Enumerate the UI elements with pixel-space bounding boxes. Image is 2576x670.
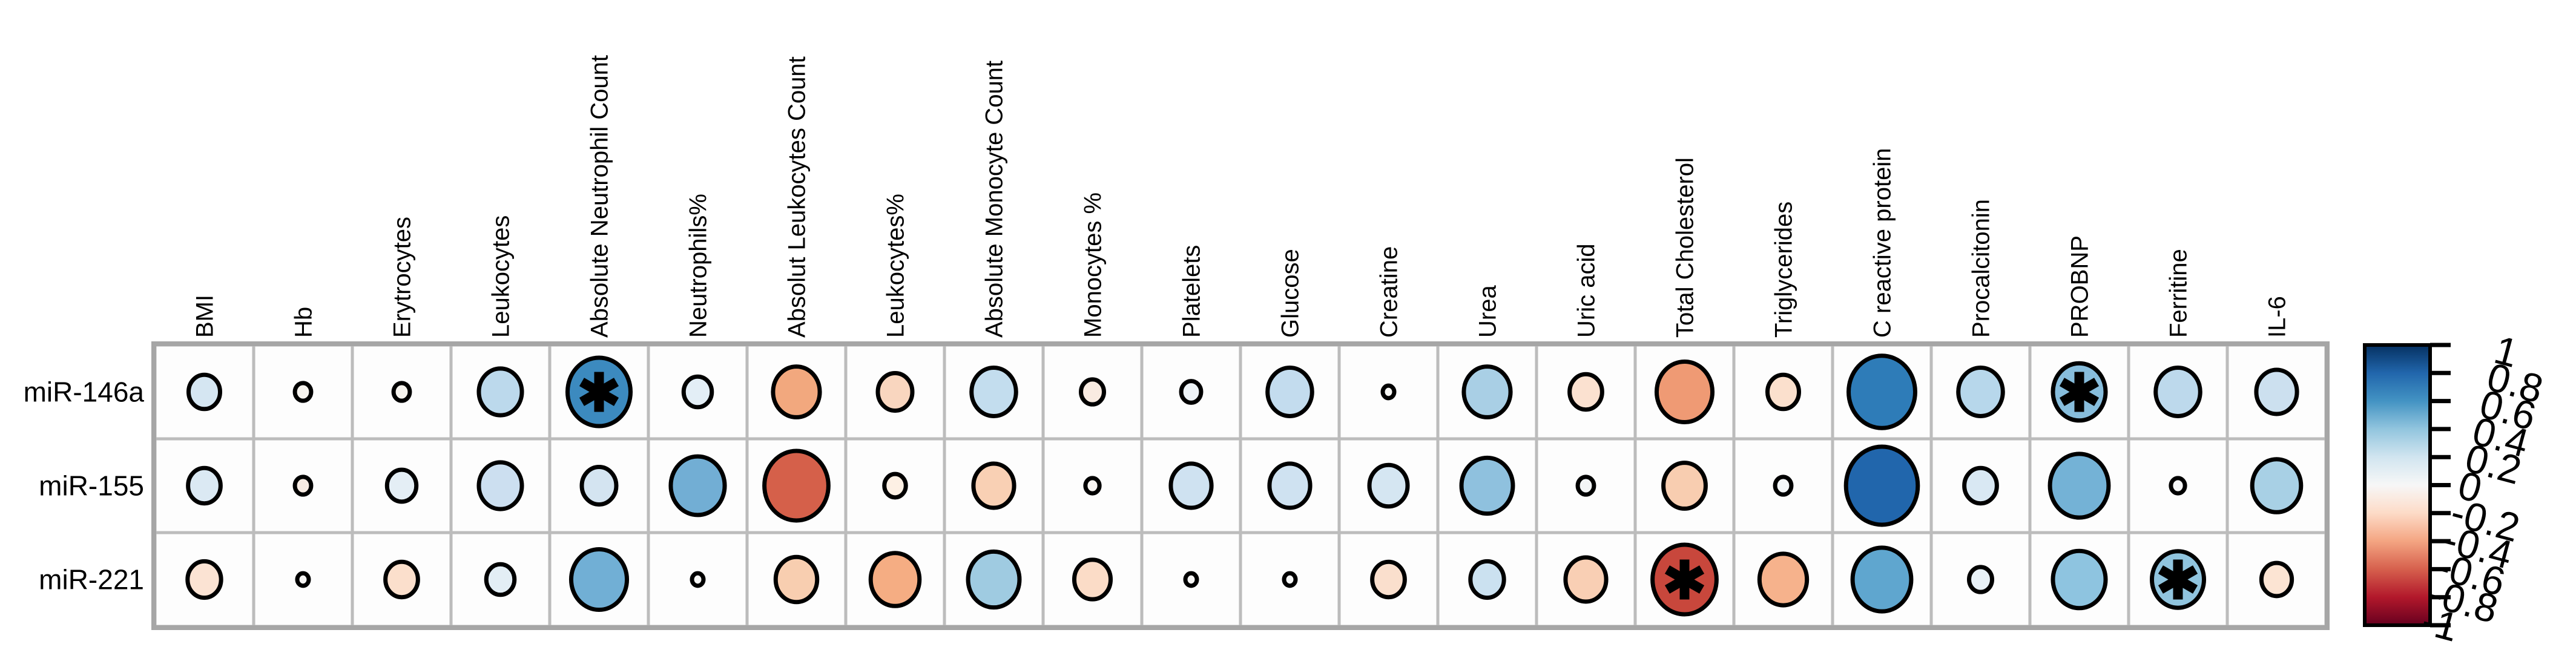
column-label: Leukocytes% xyxy=(883,194,909,338)
corr-circle xyxy=(2047,452,2111,520)
column-label: Monocytes % xyxy=(1080,192,1107,338)
column-label: Urea xyxy=(1475,285,1501,338)
corr-circle xyxy=(1459,455,1515,516)
column-label: PROBNP xyxy=(2067,235,2093,338)
corr-cell xyxy=(844,343,946,441)
column-label: Absolut Leukocytes Count xyxy=(784,56,811,338)
corr-circle xyxy=(2259,560,2294,599)
grid-outer-border xyxy=(151,341,2330,630)
corr-circle xyxy=(1267,461,1313,510)
corr-circle xyxy=(882,471,908,500)
corr-circle xyxy=(484,562,517,597)
corr-circle xyxy=(1072,557,1113,602)
corr-circle xyxy=(186,465,223,506)
column-label: Procalcitonin xyxy=(1968,199,1995,338)
corr-circle xyxy=(384,467,419,504)
corr-circle xyxy=(875,371,915,413)
corr-circle xyxy=(2254,367,2299,416)
corr-circle xyxy=(681,374,714,410)
corr-circle xyxy=(2169,476,2187,496)
corr-circle xyxy=(971,461,1016,510)
significance-star xyxy=(2059,378,2100,406)
corr-circle xyxy=(1265,366,1314,418)
corr-circle xyxy=(1765,372,1802,412)
column-label: Erytrocytes xyxy=(389,217,416,338)
corr-circle xyxy=(2250,457,2304,514)
column-label: Glucose xyxy=(1277,249,1304,338)
corr-circle xyxy=(2153,366,2202,418)
corr-circle xyxy=(1282,571,1298,588)
corr-circle xyxy=(1956,366,2005,418)
column-label: Neutrophils% xyxy=(685,194,712,338)
corr-circle xyxy=(1567,372,1604,412)
significance-star xyxy=(579,378,619,406)
corr-circle xyxy=(292,475,314,497)
corr-circle xyxy=(668,454,727,517)
column-label: Absolute Neutrophil Count xyxy=(587,55,613,338)
corr-circle xyxy=(969,366,1018,418)
column-label: Total Cholesterol xyxy=(1672,157,1699,338)
column-label: IL-6 xyxy=(2264,296,2291,338)
corr-circle xyxy=(476,460,524,511)
corr-circle xyxy=(1967,565,1994,594)
column-label: Ferritine xyxy=(2166,249,2192,338)
column-label: Platelets xyxy=(1179,245,1205,338)
corr-circle xyxy=(391,381,412,403)
corr-circle xyxy=(1654,359,1715,425)
column-label: Leukocytes xyxy=(488,215,515,338)
corr-circle xyxy=(1563,555,1609,604)
corr-circle xyxy=(579,465,619,507)
corr-circle xyxy=(292,381,314,403)
corr-circle xyxy=(383,559,420,600)
corr-circle xyxy=(1661,461,1708,511)
corr-circle xyxy=(1168,461,1214,510)
row-label: miR-146a xyxy=(24,376,145,408)
column-label: C reactive protein xyxy=(1869,148,1896,338)
column-label: Creatine xyxy=(1376,246,1403,338)
corr-circle xyxy=(1370,559,1407,600)
column-label: Hb xyxy=(291,307,317,338)
corr-circle xyxy=(1083,476,1102,496)
corr-circle xyxy=(773,554,820,605)
corr-circle xyxy=(690,571,706,588)
corr-circle xyxy=(1843,444,1920,527)
corr-circle xyxy=(1179,379,1204,405)
corr-circle xyxy=(1962,465,1999,506)
corr-circle xyxy=(568,547,630,613)
corr-circle xyxy=(1380,383,1397,401)
corr-circle xyxy=(1773,475,1794,497)
corr-circle xyxy=(1183,571,1199,588)
corr-circle xyxy=(1575,475,1596,497)
corr-circle xyxy=(762,448,831,523)
corr-circle xyxy=(1079,377,1106,407)
corr-circle xyxy=(1461,364,1513,419)
column-label: Uric acid xyxy=(1573,243,1600,338)
corr-circle xyxy=(1757,551,1810,608)
row-label: miR-155 xyxy=(39,470,144,502)
column-label: Triglycerides xyxy=(1771,202,1797,338)
corr-circle xyxy=(1850,545,1914,614)
corr-circle xyxy=(1846,353,1917,430)
significance-star xyxy=(1664,565,1705,594)
row-label: miR-221 xyxy=(39,564,144,596)
corr-circle xyxy=(771,364,822,419)
column-label: Absolute Monocyte Count xyxy=(981,61,1008,338)
corr-circle xyxy=(295,571,311,588)
corr-circle xyxy=(185,559,223,600)
corr-circle xyxy=(186,372,223,412)
colorbar-gradient xyxy=(2363,343,2432,627)
corr-circle xyxy=(1367,462,1410,509)
corr-circle xyxy=(2051,548,2108,611)
significance-star xyxy=(2158,565,2198,594)
column-label: BMI xyxy=(192,295,219,338)
colorbar-tick-labels: 10.80.60.40.20-0.2-0.4-0.6-0.8-1 xyxy=(2417,327,2548,650)
corr-circle xyxy=(1468,559,1506,600)
corr-circle xyxy=(966,549,1022,610)
corr-circle xyxy=(868,551,922,608)
corr-circle xyxy=(476,366,524,418)
